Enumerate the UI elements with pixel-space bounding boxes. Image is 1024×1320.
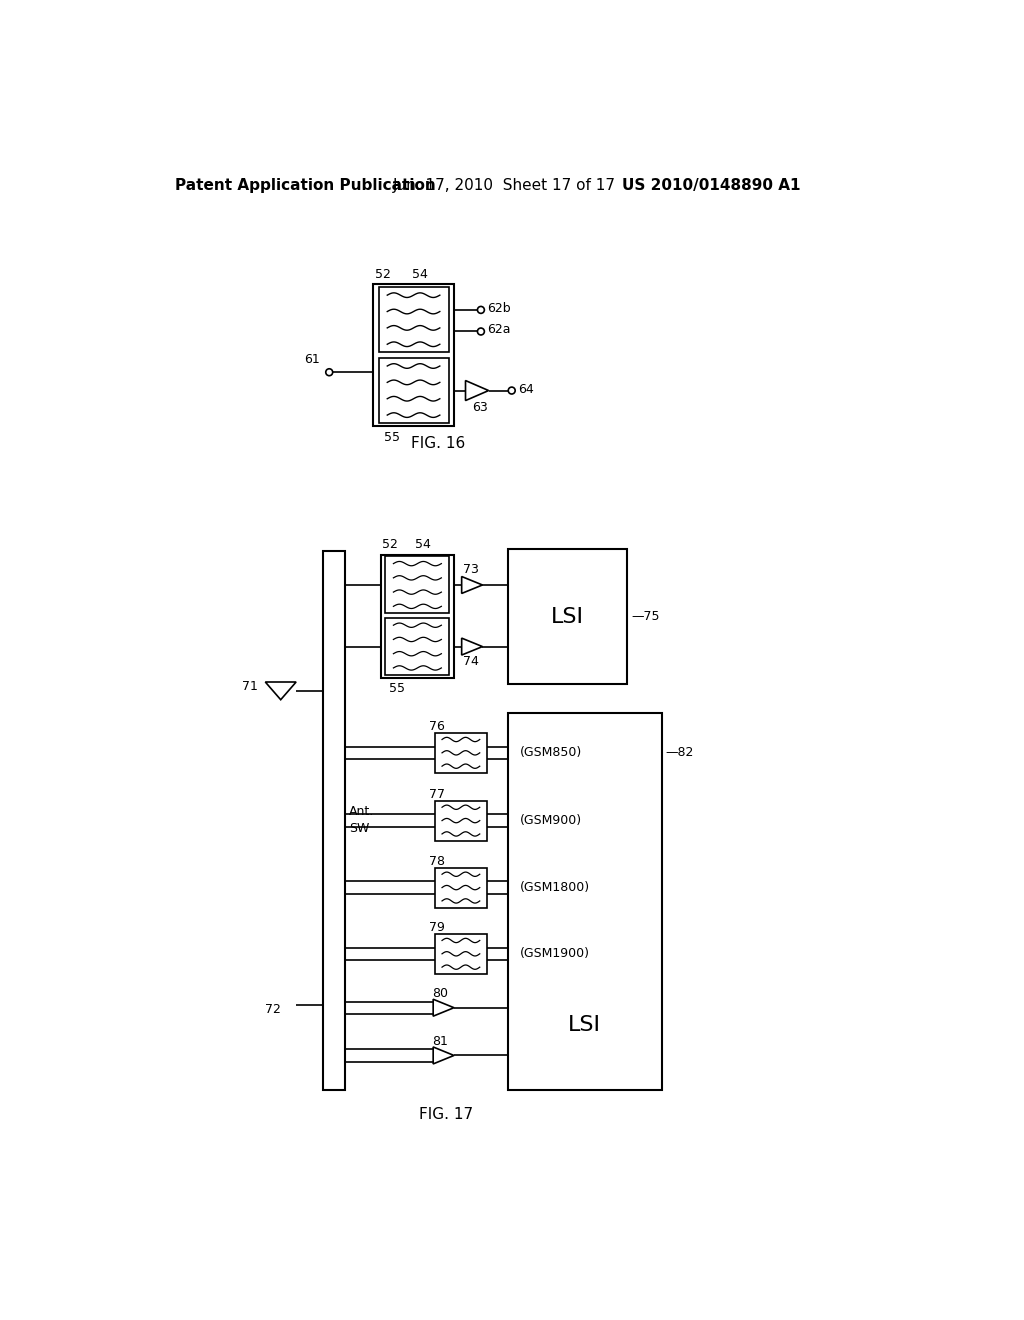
Bar [508, 713, 662, 1090]
Text: 71: 71 [243, 680, 258, 693]
Text: (GSM900): (GSM900) [519, 814, 582, 828]
Bar [508, 549, 628, 684]
Bar [381, 554, 454, 678]
Text: 74: 74 [463, 656, 479, 668]
Text: 64: 64 [518, 383, 534, 396]
Text: (GSM1900): (GSM1900) [519, 948, 590, 961]
Text: 54: 54 [416, 539, 431, 552]
Bar [373, 284, 454, 426]
Text: LSI: LSI [551, 607, 584, 627]
Text: —75: —75 [631, 610, 659, 623]
Bar [379, 286, 449, 352]
Text: FIG. 16: FIG. 16 [412, 436, 466, 451]
Text: 81: 81 [432, 1035, 447, 1048]
Text: 80: 80 [432, 987, 447, 1001]
Text: 52: 52 [382, 539, 398, 552]
Text: 62b: 62b [487, 302, 511, 315]
Bar [435, 733, 487, 774]
Text: LSI: LSI [568, 1015, 601, 1035]
Bar [435, 800, 487, 841]
Text: SW: SW [349, 822, 370, 834]
Text: 52: 52 [375, 268, 390, 281]
Text: 77: 77 [429, 788, 444, 801]
Text: 55: 55 [388, 682, 404, 696]
Text: 72: 72 [265, 1003, 282, 1016]
Bar [435, 867, 487, 908]
Text: Jun. 17, 2010  Sheet 17 of 17: Jun. 17, 2010 Sheet 17 of 17 [392, 178, 615, 193]
Text: 55: 55 [384, 432, 400, 445]
Text: —82: —82 [666, 746, 694, 759]
Text: US 2010/0148890 A1: US 2010/0148890 A1 [622, 178, 801, 193]
Text: 79: 79 [429, 921, 444, 935]
Text: 76: 76 [429, 721, 444, 733]
Text: 63: 63 [472, 401, 487, 414]
Text: 78: 78 [429, 855, 444, 869]
Text: 54: 54 [412, 268, 427, 281]
Bar [435, 933, 487, 974]
Text: FIG. 17: FIG. 17 [419, 1107, 473, 1122]
Text: 61: 61 [304, 354, 321, 367]
Bar [385, 618, 450, 675]
Text: (GSM850): (GSM850) [519, 746, 582, 759]
Text: Patent Application Publication: Patent Application Publication [175, 178, 436, 193]
Bar [323, 552, 345, 1090]
Text: (GSM1800): (GSM1800) [519, 880, 590, 894]
Bar [379, 358, 449, 424]
Bar [385, 557, 450, 614]
Text: Ant.: Ant. [349, 805, 375, 818]
Text: 62a: 62a [487, 323, 511, 337]
Text: 73: 73 [463, 564, 479, 576]
